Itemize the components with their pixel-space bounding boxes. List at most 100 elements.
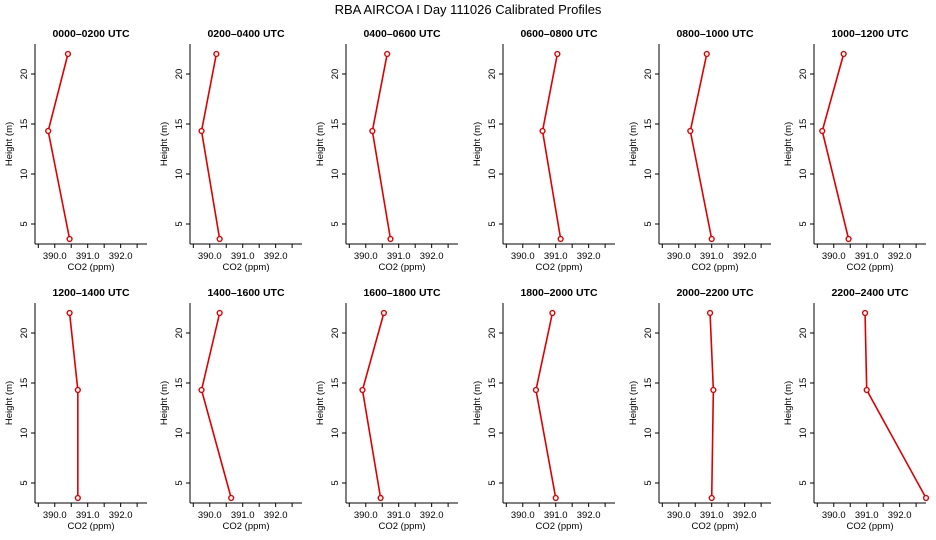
x-tick-label: 392.0	[109, 251, 133, 262]
y-tick-label: 5	[174, 221, 185, 226]
x-tick-label: 391.0	[76, 251, 100, 262]
y-tick-label: 10	[330, 169, 341, 180]
x-tick-label: 392.0	[420, 251, 444, 262]
y-tick-label: 5	[487, 221, 498, 226]
y-tick-label: 20	[174, 69, 185, 80]
y-axis-label: Height (m)	[315, 381, 326, 425]
y-tick-label: 5	[19, 221, 30, 226]
profile-line	[821, 53, 850, 240]
panel-1: 0000–0200 UTC 390.0 391.0 392.0 5 10 15 20 CO2 (…	[4, 28, 147, 273]
data-point	[557, 235, 564, 243]
x-tick-label: 392.0	[733, 510, 757, 521]
y-tick-label: 15	[330, 119, 341, 130]
x-tick-label: 390.0	[667, 510, 691, 521]
panel-title: 2000–2200 UTC	[676, 287, 753, 299]
x-axis-label: CO2 (ppm)	[223, 521, 270, 532]
panel-3: 0400–0600 UTC 390.0 391.0 392.0 5 10 15 20 CO2 (…	[315, 28, 458, 273]
profile-line	[200, 53, 221, 240]
x-tick-label: 391.0	[855, 510, 879, 521]
data-point	[554, 50, 561, 58]
data-point	[687, 127, 694, 135]
data-point	[845, 235, 852, 243]
data-point	[66, 235, 73, 243]
y-axis-label: Height (m)	[159, 122, 170, 166]
x-tick-label: 391.0	[387, 510, 411, 521]
data-point	[549, 309, 556, 317]
y-tick-label: 20	[330, 69, 341, 80]
y-tick-label: 15	[174, 378, 185, 389]
y-tick-label: 5	[798, 221, 809, 226]
data-point	[703, 50, 710, 58]
panel-title: 1800–2000 UTC	[520, 287, 597, 299]
y-axis-label: Height (m)	[783, 122, 794, 166]
data-point	[708, 235, 715, 243]
x-tick-label: 392.0	[420, 510, 444, 521]
y-tick-label: 20	[174, 328, 185, 339]
y-tick-label: 15	[643, 119, 654, 130]
y-tick-label: 5	[643, 480, 654, 485]
panel-title: 2200–2400 UTC	[831, 287, 908, 299]
x-tick-label: 391.0	[855, 251, 879, 262]
panel-12: 2200–2400 UTC 390.0 391.0 392.0 5 10 15 20 CO2 (…	[783, 287, 930, 532]
x-tick-label: 392.0	[888, 510, 912, 521]
x-tick-label: 391.0	[544, 510, 568, 521]
y-tick-label: 15	[643, 378, 654, 389]
profile-line	[541, 53, 562, 240]
data-point	[359, 386, 366, 394]
panel-title: 0800–1000 UTC	[676, 28, 753, 40]
x-tick-label: 391.0	[700, 510, 724, 521]
y-tick-label: 20	[330, 328, 341, 339]
x-axis-label: CO2 (ppm)	[847, 521, 894, 532]
y-tick-label: 15	[330, 378, 341, 389]
x-axis-label: CO2 (ppm)	[68, 262, 115, 273]
y-tick-label: 10	[19, 428, 30, 439]
x-tick-label: 392.0	[888, 251, 912, 262]
y-tick-label: 5	[330, 480, 341, 485]
y-tick-label: 15	[19, 119, 30, 130]
data-point	[708, 494, 715, 502]
y-tick-label: 5	[487, 480, 498, 485]
y-axis-label: Height (m)	[4, 381, 15, 425]
x-tick-label: 392.0	[577, 251, 601, 262]
data-point	[387, 235, 394, 243]
profile-line	[200, 312, 232, 499]
data-point	[198, 127, 205, 135]
y-tick-label: 20	[798, 69, 809, 80]
y-tick-label: 10	[798, 428, 809, 439]
x-axis-label: CO2 (ppm)	[379, 521, 426, 532]
data-point	[922, 494, 930, 502]
x-axis-label: CO2 (ppm)	[379, 262, 426, 273]
x-tick-label: 392.0	[264, 510, 288, 521]
x-tick-label: 392.0	[733, 251, 757, 262]
profile-line	[535, 312, 557, 499]
data-point	[213, 50, 220, 58]
x-axis-label: CO2 (ppm)	[692, 521, 739, 532]
y-tick-label: 10	[643, 169, 654, 180]
profile-line	[371, 53, 392, 240]
profile-line	[47, 53, 71, 240]
panel-10: 1800–2000 UTC 390.0 391.0 392.0 5 10 15 20 CO2 (…	[472, 287, 615, 532]
data-point	[532, 386, 540, 394]
data-point	[861, 309, 869, 317]
profile-line	[689, 53, 713, 240]
x-axis-label: CO2 (ppm)	[692, 262, 739, 273]
panel-9: 1600–1800 UTC 390.0 391.0 392.0 5 10 15 20 CO2 (…	[315, 287, 458, 532]
x-axis-label: CO2 (ppm)	[68, 521, 115, 532]
y-tick-label: 15	[487, 119, 498, 130]
data-point	[863, 386, 870, 394]
x-tick-label: 390.0	[822, 510, 846, 521]
y-tick-label: 5	[643, 221, 654, 226]
y-axis-label: Height (m)	[628, 122, 639, 166]
data-point	[198, 386, 205, 394]
data-point	[710, 386, 717, 394]
data-point	[64, 50, 72, 58]
x-tick-label: 391.0	[76, 510, 100, 521]
panel-title: 1000–1200 UTC	[831, 28, 908, 40]
profile-line	[709, 312, 715, 499]
data-point	[539, 127, 546, 135]
y-tick-label: 10	[798, 169, 809, 180]
x-tick-label: 390.0	[667, 251, 691, 262]
y-tick-label: 10	[174, 428, 185, 439]
data-point	[819, 127, 826, 135]
